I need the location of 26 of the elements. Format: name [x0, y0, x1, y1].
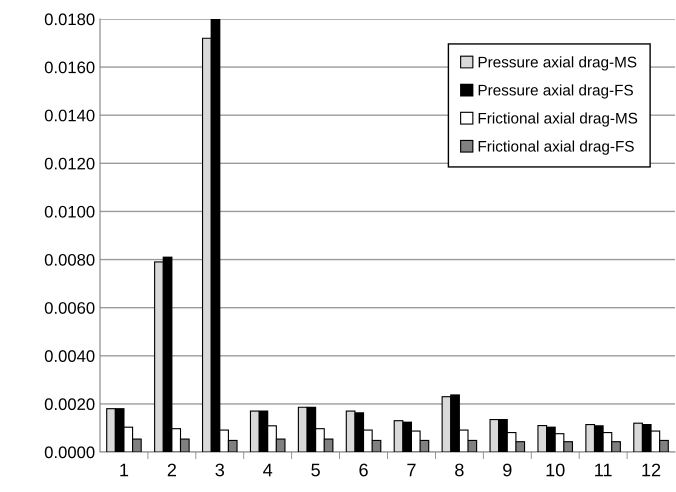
legend-label: Frictional axial drag-FS: [478, 140, 634, 155]
x-tick-label: 9: [503, 464, 512, 476]
legend-label: Frictional axial drag-MS: [478, 112, 638, 127]
y-tick-label: 0.0060: [44, 302, 94, 314]
y-tick-label: 0.0120: [44, 158, 94, 170]
x-tick-label: 12: [642, 464, 660, 476]
x-tick-label: 10: [546, 464, 565, 476]
y-tick-label: 0.0100: [44, 206, 94, 218]
x-tick-label: 2: [168, 464, 176, 476]
y-tick-label: 0.0000: [44, 446, 94, 458]
x-tick-label: 11: [595, 464, 612, 476]
y-tick-label: 0.0140: [44, 110, 94, 122]
x-tick-label: 7: [407, 464, 416, 476]
x-tick-label: 6: [359, 464, 368, 476]
legend-label: Pressure axial drag-MS: [478, 56, 636, 71]
x-tick-label: 4: [263, 464, 272, 476]
x-tick-label: 1: [120, 464, 128, 476]
legend-label: Pressure axial drag-FS: [478, 84, 633, 99]
y-tick-label: 0.0180: [44, 13, 94, 26]
y-tick-label: 0.0020: [44, 398, 94, 410]
y-tick-label: 0.0160: [44, 62, 94, 74]
x-tick-label: 3: [215, 464, 224, 476]
x-tick-label: 8: [455, 464, 464, 476]
x-tick-label: 5: [311, 464, 320, 476]
y-tick-label: 0.0040: [44, 350, 94, 362]
y-tick-label: 0.0080: [44, 254, 94, 266]
